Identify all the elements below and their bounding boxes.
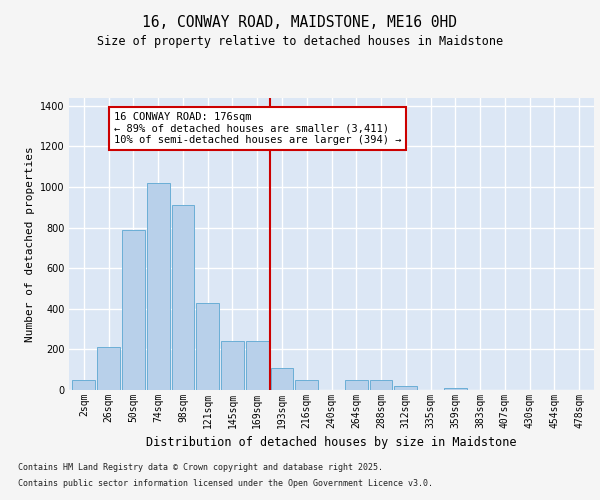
Bar xyxy=(97,348,120,390)
Text: Contains public sector information licensed under the Open Government Licence v3: Contains public sector information licen… xyxy=(18,480,433,488)
Bar xyxy=(196,302,219,390)
Bar xyxy=(271,368,293,390)
Text: Size of property relative to detached houses in Maidstone: Size of property relative to detached ho… xyxy=(97,34,503,48)
Bar xyxy=(345,380,368,390)
Bar xyxy=(295,380,318,390)
Bar xyxy=(147,183,170,390)
Bar xyxy=(246,341,269,390)
X-axis label: Distribution of detached houses by size in Maidstone: Distribution of detached houses by size … xyxy=(146,436,517,450)
Text: 16, CONWAY ROAD, MAIDSTONE, ME16 0HD: 16, CONWAY ROAD, MAIDSTONE, ME16 0HD xyxy=(143,15,458,30)
Bar xyxy=(444,388,467,390)
Bar xyxy=(122,230,145,390)
Text: 16 CONWAY ROAD: 176sqm
← 89% of detached houses are smaller (3,411)
10% of semi-: 16 CONWAY ROAD: 176sqm ← 89% of detached… xyxy=(113,112,401,145)
Bar xyxy=(221,341,244,390)
Bar xyxy=(172,205,194,390)
Y-axis label: Number of detached properties: Number of detached properties xyxy=(25,146,35,342)
Text: Contains HM Land Registry data © Crown copyright and database right 2025.: Contains HM Land Registry data © Crown c… xyxy=(18,463,383,472)
Bar xyxy=(370,380,392,390)
Bar xyxy=(394,386,417,390)
Bar xyxy=(73,380,95,390)
